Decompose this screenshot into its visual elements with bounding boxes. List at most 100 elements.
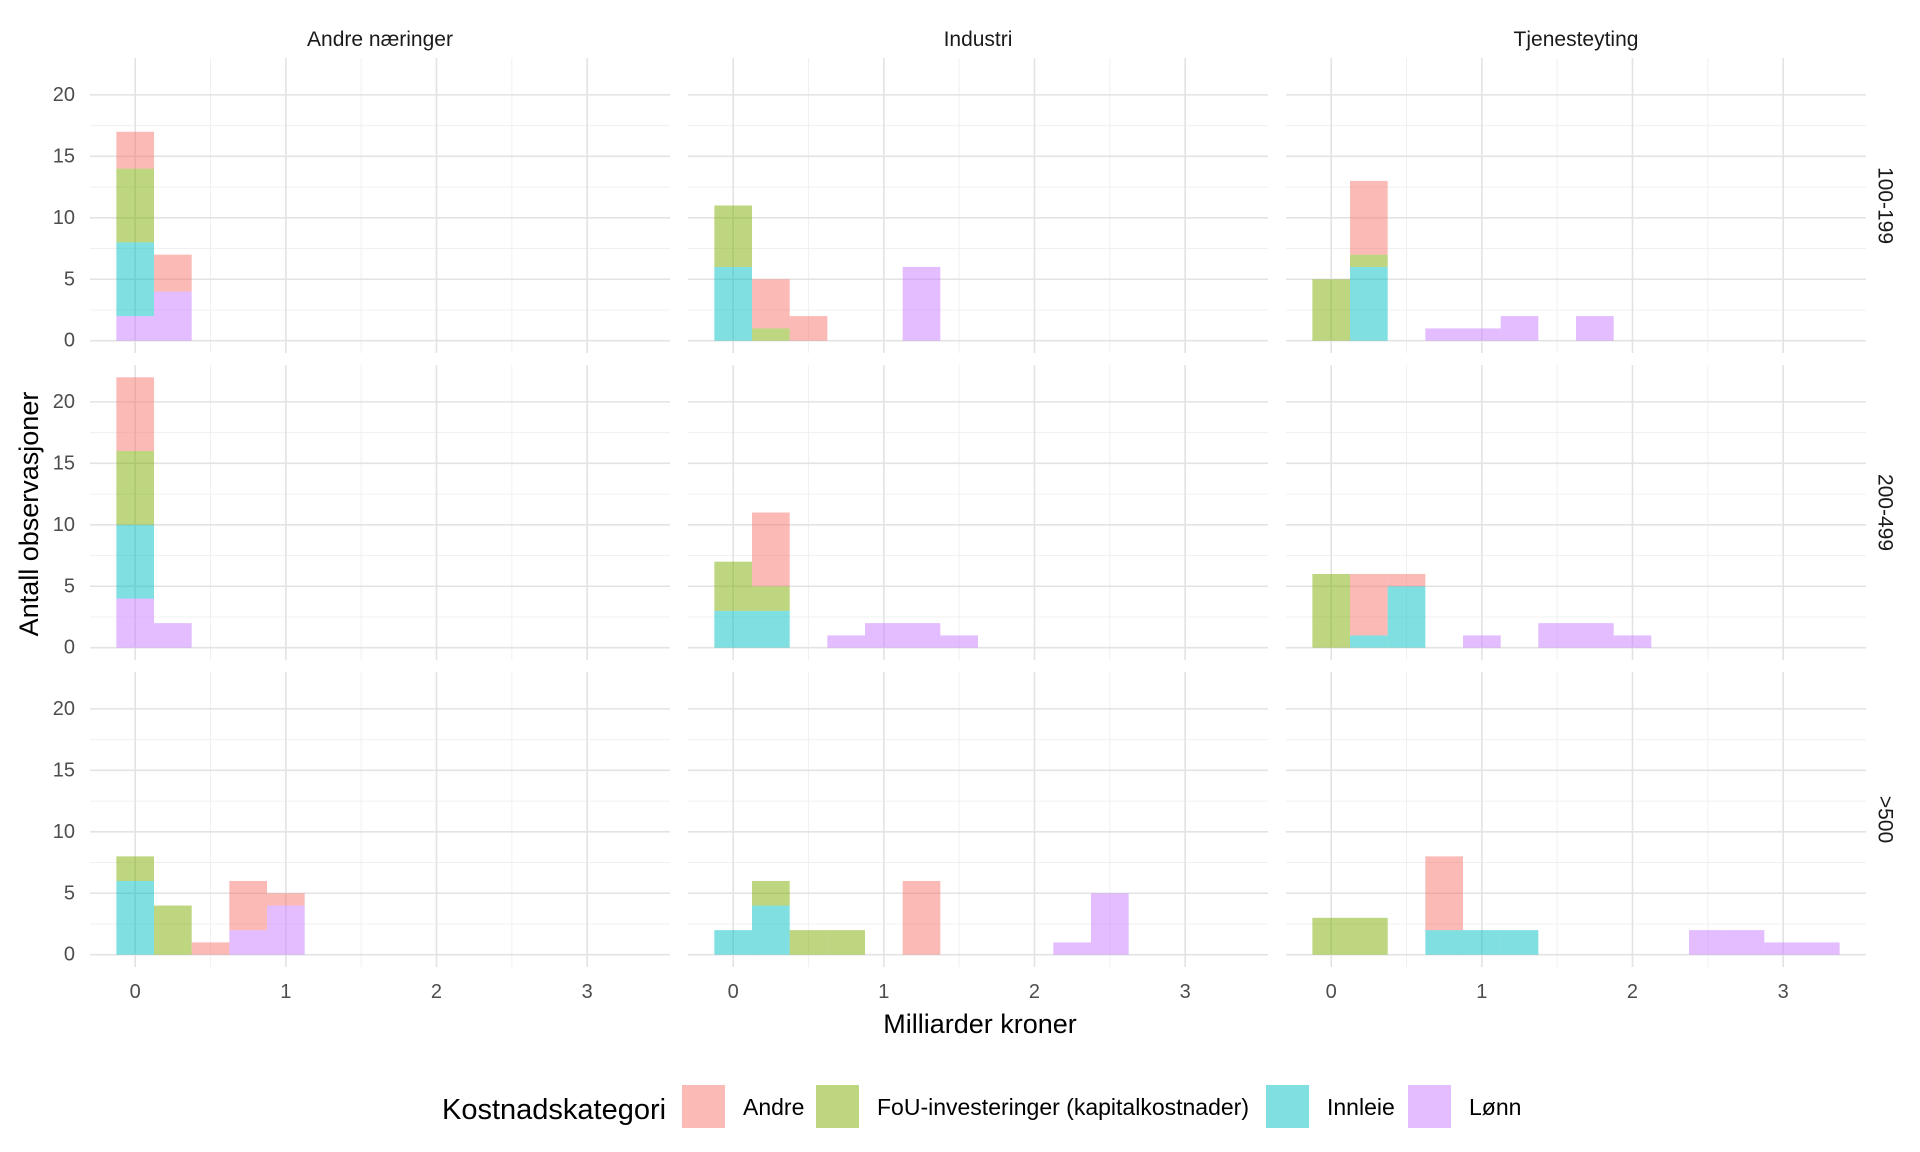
y-tick-label: 10 [53, 514, 75, 536]
bar-segment-lonn [1576, 316, 1614, 341]
bar-segment-lonn [1764, 942, 1802, 955]
bar-segment-innleie [116, 880, 155, 955]
x-tick-label: 2 [1029, 981, 1040, 1003]
legend-entry-innleie: Innleie [1266, 1085, 1395, 1128]
bar-segment-lonn [267, 905, 305, 955]
y-tick-label: 20 [53, 391, 75, 413]
bar-segment-lonn [116, 316, 155, 341]
bar-segment-innleie [1500, 930, 1539, 955]
legend-entry-fou: FoU-investeringer (kapitalkostnader) [816, 1085, 1249, 1128]
bar-segment-andre [902, 880, 941, 955]
row-strip-label: 100-199 [1874, 167, 1897, 244]
row-strip-label: 200-499 [1874, 474, 1897, 551]
y-tick-label: 10 [53, 821, 75, 843]
x-tick-label: 2 [1627, 981, 1638, 1003]
bar-segment-lonn [1613, 635, 1652, 648]
legend-key-label: Andre [743, 1094, 804, 1120]
legend: Kostnadskategori Andre FoU-investeringer … [442, 1085, 1521, 1128]
panel-grid [688, 58, 1268, 353]
bar-segment-innleie [752, 610, 790, 648]
panel-bars-1-1 [714, 512, 978, 648]
bar-segment-andre [1387, 573, 1426, 587]
y-tick-label: 15 [53, 759, 75, 781]
bar-segment-andre [154, 254, 192, 292]
legend-key-swatch [1408, 1085, 1451, 1128]
panel-bars-1-2 [1312, 573, 1652, 648]
legend-entry-lonn: Lønn [1408, 1085, 1521, 1128]
bar-segment-fou [752, 880, 790, 906]
y-tick-label: 20 [53, 84, 75, 106]
bar-segment-fou [714, 205, 753, 267]
bar-segment-andre [191, 942, 230, 955]
panel-bars-2-1 [714, 880, 1129, 955]
bar-segment-fou [1350, 917, 1388, 955]
bar-segment-fou [154, 905, 192, 955]
bar-segment-innleie [1425, 930, 1464, 955]
panel-0-1 [688, 58, 1268, 353]
x-axis-title: Milliarder kroner [883, 1009, 1077, 1039]
x-tick-label: 0 [728, 981, 739, 1003]
bar-segment-lonn [865, 623, 903, 648]
bar-segment-lonn [229, 930, 268, 955]
bar-segment-fou [714, 561, 753, 611]
row-strip-label: >500 [1874, 796, 1897, 843]
bar-segment-lonn [1538, 623, 1576, 648]
panel-bars-0-1 [714, 205, 941, 341]
bar-segment-fou [752, 328, 790, 341]
panel-bars-2-2 [1312, 856, 1840, 955]
panel-bars-0-2 [1312, 180, 1614, 341]
column-strip-label: Industri [944, 28, 1013, 51]
bar-segment-andre [116, 131, 155, 169]
bar-segment-lonn [1726, 930, 1765, 955]
bar-segment-fou [827, 930, 866, 955]
x-tick-label: 3 [582, 981, 593, 1003]
x-tick-label: 1 [878, 981, 889, 1003]
bar-segment-lonn [940, 635, 978, 648]
y-tick-label: 0 [64, 330, 75, 352]
bar-segment-fou [789, 930, 828, 955]
panel-2-2 [1286, 672, 1866, 967]
legend-key-swatch [682, 1085, 725, 1128]
x-tick-label: 2 [431, 981, 442, 1003]
y-tick-label: 15 [53, 452, 75, 474]
y-tick-label: 20 [53, 698, 75, 720]
x-tick-label: 0 [130, 981, 141, 1003]
panel-bars-0-0 [116, 131, 192, 341]
strips-layer: Andre næringer Industri Tjenesteyting 100-1… [307, 28, 1896, 843]
bar-segment-lonn [902, 266, 941, 341]
bar-segment-lonn [1576, 623, 1614, 648]
panel-2-0 [90, 672, 670, 967]
panel-1-0 [90, 365, 670, 660]
bar-segment-innleie [714, 930, 753, 955]
bar-segment-innleie [116, 242, 155, 317]
x-tick-label: 1 [280, 981, 291, 1003]
bar-segment-lonn [1500, 316, 1539, 341]
bar-segment-innleie [1350, 635, 1388, 648]
legend-key-label: Innleie [1327, 1094, 1395, 1120]
bar-segment-fou [1312, 917, 1351, 955]
bar-segment-fou [1350, 254, 1388, 267]
bar-segment-innleie [116, 524, 155, 599]
bar-segment-lonn [1425, 328, 1464, 341]
legend-entry-andre: Andre [682, 1085, 804, 1128]
bar-segment-lonn [154, 623, 192, 648]
y-tick-label: 0 [64, 637, 75, 659]
y-tick-label: 15 [53, 145, 75, 167]
legend-key-label: Lønn [1469, 1094, 1521, 1120]
bar-segment-innleie [1350, 266, 1388, 341]
bar-segment-lonn [827, 635, 866, 648]
bar-segment-fou [116, 856, 155, 881]
bar-segment-fou [752, 586, 790, 611]
column-strip-label: Tjenesteyting [1514, 28, 1639, 51]
bar-segment-andre [752, 512, 790, 587]
bar-segment-lonn [1688, 930, 1727, 955]
ticks-layer: 0 5 10 15 20 0 5 10 15 20 0 5 10 15 20 0 1 2 3 0 1 2 3 0 1 2 3 [53, 84, 1789, 1003]
y-axis-title: Antall observasjoner [14, 392, 44, 637]
bar-segment-lonn [902, 623, 941, 648]
bar-segment-lonn [1801, 942, 1840, 955]
bar-segment-fou [1312, 573, 1351, 648]
panel-grid [1286, 672, 1866, 967]
panel-grid [90, 58, 670, 353]
bar-segment-lonn [116, 598, 155, 648]
